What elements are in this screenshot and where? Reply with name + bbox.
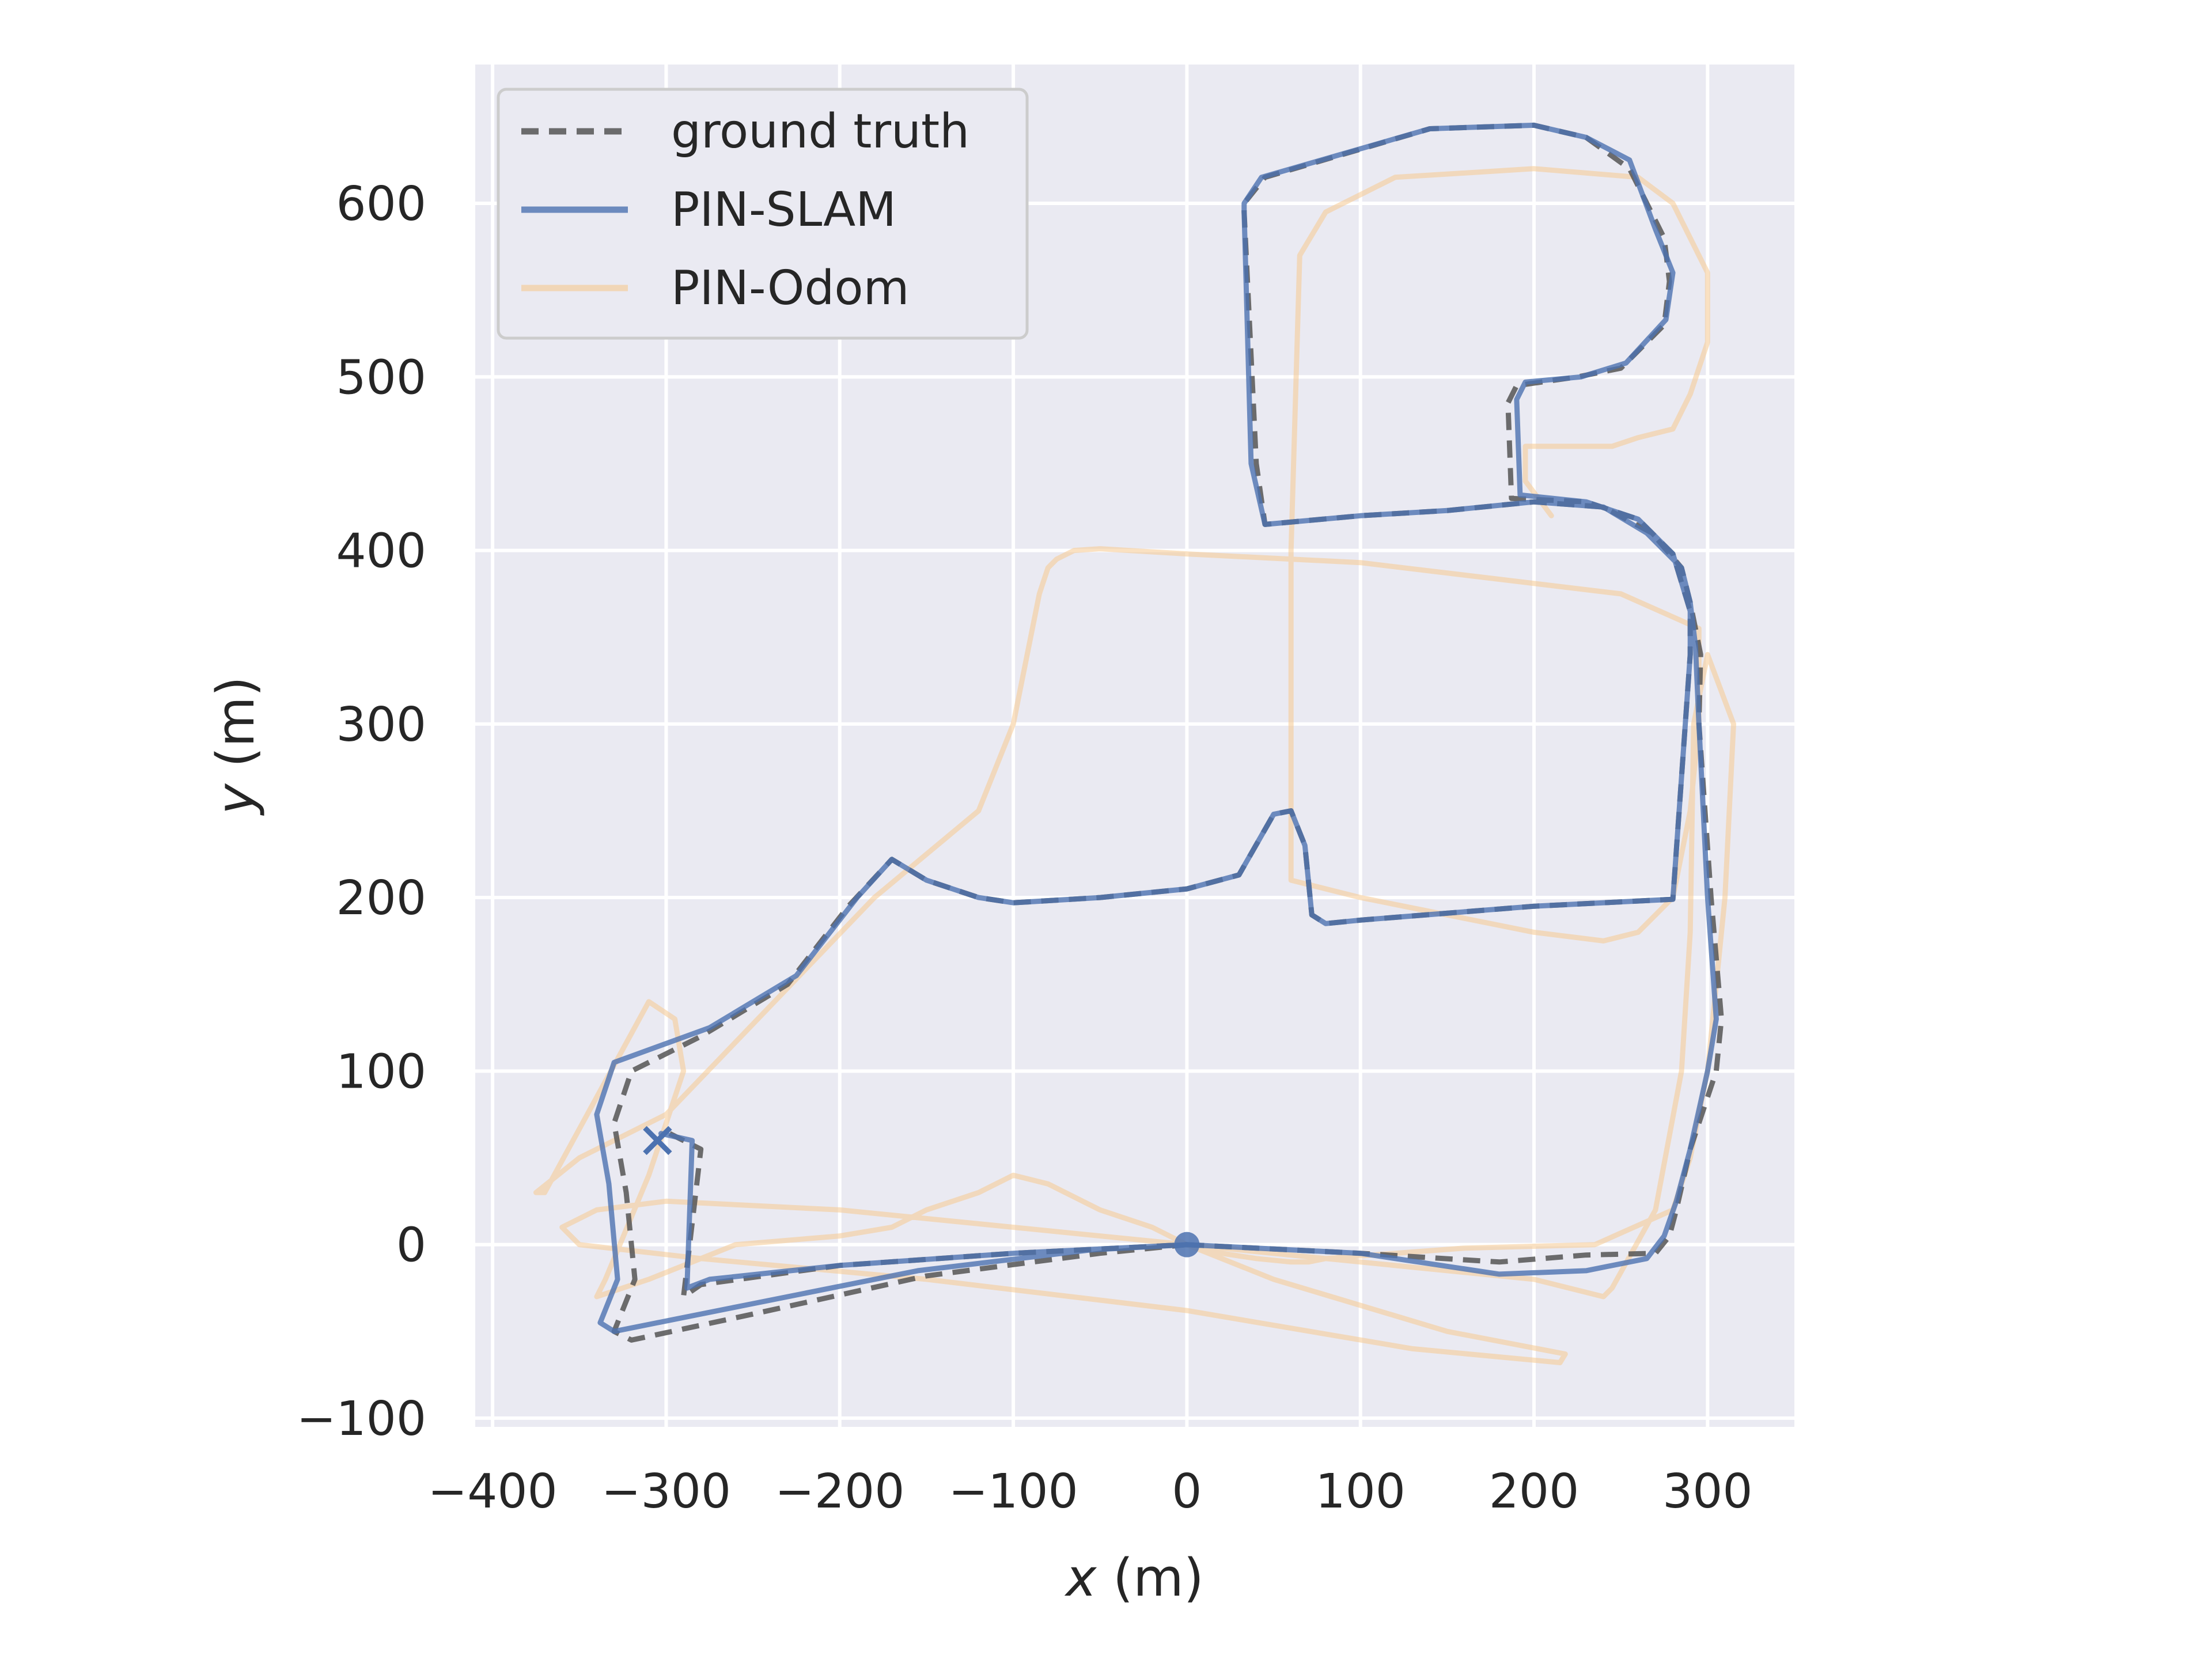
x-tick-label: 0 xyxy=(1172,1464,1202,1519)
x-tick-label: 100 xyxy=(1315,1464,1406,1519)
y-tick-label: 0 xyxy=(396,1218,426,1273)
series-layer xyxy=(533,122,1736,1365)
legend: ground truth PIN-SLAM PIN-Odom xyxy=(497,88,1029,340)
x-tick-label: 300 xyxy=(1662,1464,1753,1519)
y-tick-label: 200 xyxy=(336,871,426,926)
x-tick-labels: −400 −300 −200 −100 0 100 200 300 xyxy=(428,1464,1753,1519)
y-tick-label: 100 xyxy=(336,1044,426,1099)
legend-box xyxy=(497,88,1029,340)
legend-label-pin-slam: PIN-SLAM xyxy=(671,183,896,237)
y-tick-label: −100 xyxy=(297,1392,426,1446)
x-tick-label: 200 xyxy=(1489,1464,1580,1519)
x-tick-label: −300 xyxy=(601,1464,731,1519)
series-pin-odom xyxy=(533,166,1736,1365)
y-tick-label: 600 xyxy=(336,177,426,232)
x-tick-label: −100 xyxy=(948,1464,1078,1519)
markers xyxy=(643,1126,1200,1257)
x-axis-label: x (m) xyxy=(1064,1548,1204,1608)
y-tick-labels: −100 0 100 200 300 400 500 600 xyxy=(297,177,426,1446)
y-axis-label: y (m) xyxy=(206,676,266,816)
x-tick-label: −400 xyxy=(428,1464,558,1519)
y-tick-label: 500 xyxy=(336,350,426,405)
legend-label-ground-truth: ground truth xyxy=(671,104,969,159)
end-marker xyxy=(643,1126,672,1156)
start-marker xyxy=(1174,1232,1200,1257)
legend-label-pin-odom: PIN-Odom xyxy=(671,261,909,316)
y-tick-label: 400 xyxy=(336,524,426,579)
x-tick-label: −200 xyxy=(775,1464,904,1519)
series-pin-slam xyxy=(594,122,1719,1334)
y-tick-label: 300 xyxy=(336,698,426,752)
